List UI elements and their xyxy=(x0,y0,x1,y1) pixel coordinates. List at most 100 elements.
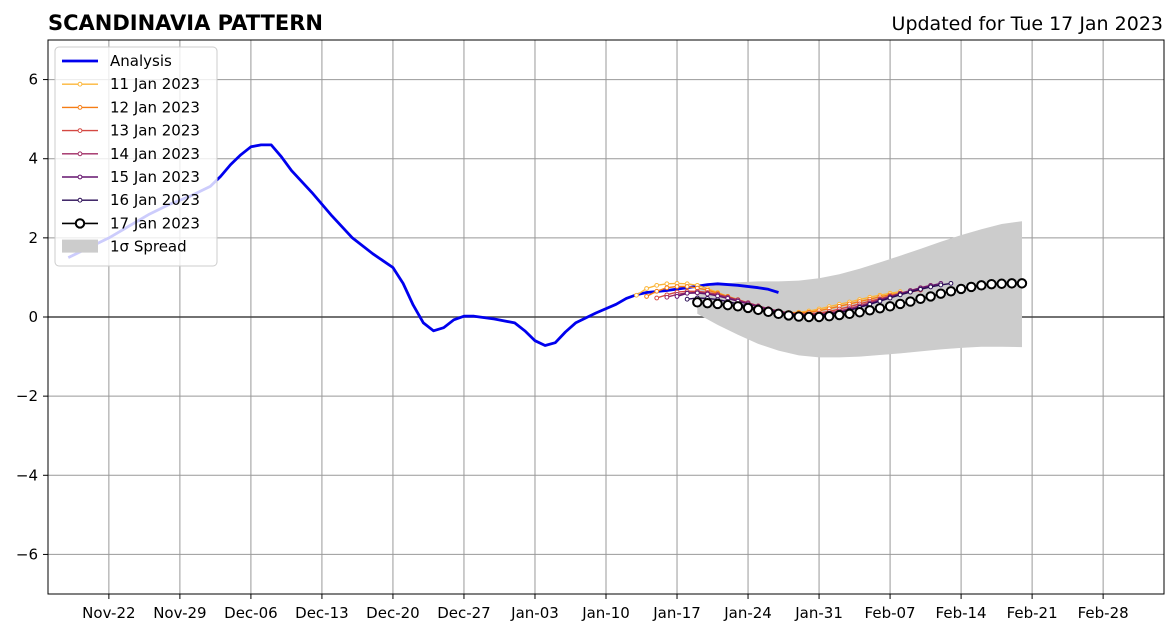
x-tick-label: Dec-27 xyxy=(437,604,491,622)
forecast-17jan-point xyxy=(793,311,804,322)
forecast-point xyxy=(887,295,893,301)
forecast-17jan-point xyxy=(955,283,967,295)
forecast-point xyxy=(664,281,670,287)
legend-marker xyxy=(77,128,83,134)
forecast-17jan-point xyxy=(874,303,886,314)
forecast-17jan-point xyxy=(813,311,825,323)
forecast-point xyxy=(705,291,710,297)
x-tick-label: Nov-29 xyxy=(153,604,206,622)
forecast-point xyxy=(654,288,660,294)
y-tick-label: −2 xyxy=(16,387,38,405)
legend-label: Analysis xyxy=(110,52,172,70)
legend-label: 15 Jan 2023 xyxy=(110,168,200,186)
forecast-point xyxy=(654,282,660,288)
forecast-17jan-point xyxy=(824,311,835,322)
forecast-point xyxy=(654,295,660,301)
legend-marker xyxy=(77,197,83,203)
legend-label: 13 Jan 2023 xyxy=(110,122,200,140)
data-layer xyxy=(67,143,1028,358)
forecast-17jan-point xyxy=(1006,278,1018,289)
forecast-17jan-point xyxy=(844,308,855,320)
forecast-point xyxy=(907,289,913,295)
forecast-point xyxy=(694,290,700,296)
forecast-point xyxy=(664,285,670,291)
forecast-point xyxy=(644,294,649,299)
forecast-17jan-point xyxy=(945,286,957,297)
legend-label: 12 Jan 2023 xyxy=(110,98,200,116)
forecast-17jan-point xyxy=(905,296,916,307)
y-axis: −6 −4 −2 0 2 4 6 xyxy=(16,71,48,563)
x-tick-label: Dec-20 xyxy=(366,604,420,622)
forecast-point xyxy=(664,294,670,300)
plot-area: Nov-22 Nov-29 Dec-06 Dec-13 Dec-20 Dec-27 Jan-… xyxy=(16,39,1165,622)
y-tick-label: −4 xyxy=(16,466,38,484)
forecast-17jan-point xyxy=(834,309,845,321)
legend: Analysis 11 Jan 2023 12 Jan 2023 13 Jan 202… xyxy=(54,46,218,267)
legend-marker xyxy=(77,174,83,180)
forecast-17jan-point xyxy=(692,297,703,308)
forecast-17jan-point xyxy=(752,304,764,316)
forecast-point xyxy=(674,284,680,289)
legend-label: 17 Jan 2023 xyxy=(110,214,200,232)
forecast-17jan-point xyxy=(742,302,754,314)
forecast-17jan-point xyxy=(925,291,936,302)
x-tick-label: Dec-06 xyxy=(224,604,278,622)
forecast-17jan-point xyxy=(783,310,794,321)
forecast-point xyxy=(644,286,649,291)
legend-marker xyxy=(77,81,83,87)
forecast-point xyxy=(674,294,680,299)
x-tick-label: Feb-14 xyxy=(936,604,987,622)
forecast-point xyxy=(684,284,690,289)
forecast-17jan-point xyxy=(763,306,774,318)
forecast-point xyxy=(948,280,954,286)
forecast-17jan-point xyxy=(966,281,977,293)
forecast-17jan xyxy=(692,278,1028,323)
legend-label: 11 Jan 2023 xyxy=(110,75,200,93)
legend-label: 16 Jan 2023 xyxy=(110,191,200,209)
forecast-17jan-point xyxy=(864,305,875,316)
legend-label: 1σ Spread xyxy=(110,238,187,256)
forecast-point xyxy=(634,292,639,298)
x-tick-label: Feb-07 xyxy=(865,604,916,622)
forecast-17jan-point xyxy=(712,298,723,310)
x-tick-label: Feb-21 xyxy=(1007,604,1058,622)
forecast-point xyxy=(918,286,923,292)
forecast-17jan-point xyxy=(722,299,733,311)
forecast-point xyxy=(684,296,690,302)
forecast-17jan-point xyxy=(935,288,946,299)
forecast-17jan-point xyxy=(1016,278,1028,289)
x-axis: Nov-22 Nov-29 Dec-06 Dec-13 Dec-20 Dec-27 Jan-… xyxy=(82,594,1129,622)
x-tick-label: Nov-22 xyxy=(82,604,135,622)
analysis-line xyxy=(67,143,779,347)
x-tick-label: Dec-13 xyxy=(295,604,349,622)
forecast-point xyxy=(897,292,903,298)
forecast-17jan-point xyxy=(732,301,744,312)
forecast-17jan-point xyxy=(773,308,784,320)
y-tick-label: −6 xyxy=(16,545,38,563)
forecast-17jan-point xyxy=(803,311,815,323)
forecast-17jan-point xyxy=(702,297,713,309)
forecast-point xyxy=(684,290,690,296)
y-tick-label: 6 xyxy=(28,71,38,89)
forecast-17jan-point xyxy=(996,278,1007,289)
forecast-point xyxy=(938,282,944,288)
forecast-17jan-point xyxy=(915,293,926,304)
y-tick-label: 0 xyxy=(28,308,38,326)
forecast-point xyxy=(877,298,883,304)
legend-label: 14 Jan 2023 xyxy=(110,145,200,163)
chart-title: SCANDINAVIA PATTERN xyxy=(48,11,323,35)
forecast-17jan-point xyxy=(884,301,896,312)
forecast-point xyxy=(928,284,934,290)
x-tick-label: Jan-17 xyxy=(652,604,701,622)
legend-marker xyxy=(77,105,83,110)
legend-marker xyxy=(77,151,83,157)
x-tick-label: Jan-10 xyxy=(581,604,630,622)
forecast-17jan-point xyxy=(976,280,987,291)
legend-box xyxy=(54,46,218,267)
chart-subtitle: Updated for Tue 17 Jan 2023 xyxy=(892,13,1163,35)
legend-swatch xyxy=(62,239,98,253)
x-tick-label: Jan-31 xyxy=(794,604,843,622)
y-tick-label: 4 xyxy=(28,150,38,168)
x-tick-label: Jan-03 xyxy=(510,604,559,622)
